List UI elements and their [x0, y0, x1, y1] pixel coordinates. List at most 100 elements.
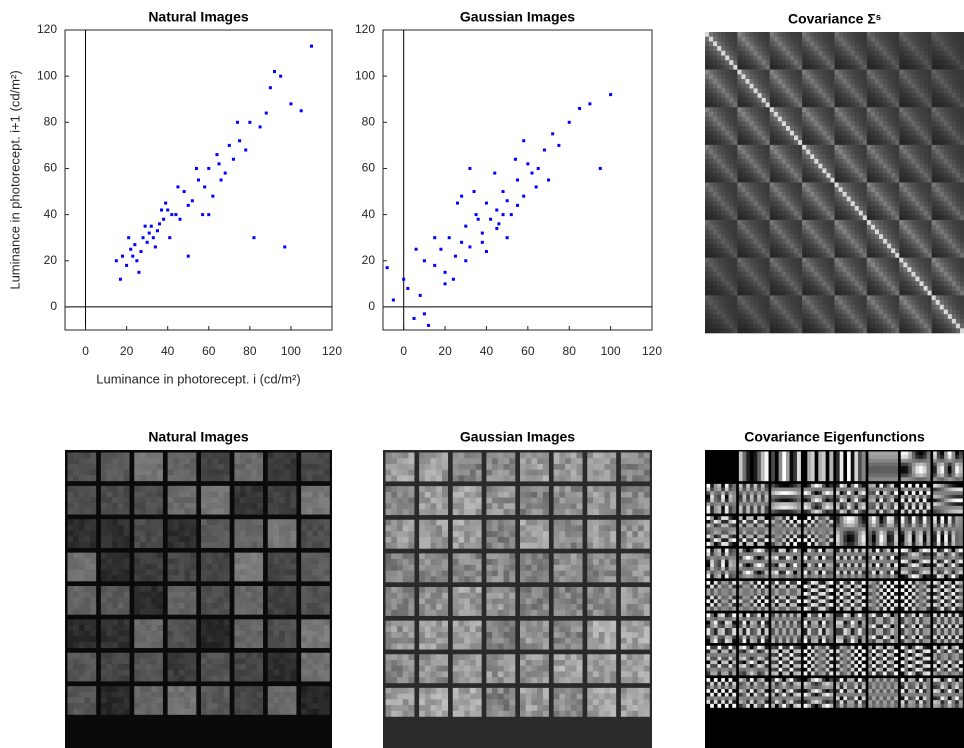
- matrix-cell: [854, 309, 860, 315]
- matrix-cell: [923, 187, 928, 193]
- matrix-cell: [842, 234, 847, 240]
- matrix-cell: [781, 102, 787, 108]
- matrix-cell: [733, 111, 738, 117]
- matrix-cell: [907, 130, 912, 136]
- matrix-cell: [923, 318, 928, 324]
- patch-pixel: [234, 485, 241, 492]
- matrix-cell: [923, 69, 928, 75]
- matrix-cell: [818, 177, 823, 183]
- matrix-cell: [830, 285, 835, 291]
- matrix-cell: [709, 163, 714, 169]
- matrix-cell: [959, 271, 964, 277]
- patch-pixel: [245, 536, 252, 543]
- matrix-cell: [749, 121, 754, 127]
- patch-pixel: [323, 485, 330, 492]
- patch-pixel: [251, 519, 258, 526]
- matrix-cell: [854, 149, 860, 155]
- matrix-cell: [789, 267, 795, 273]
- matrix-cell: [721, 267, 726, 273]
- matrix-cell: [705, 215, 710, 221]
- matrix-cell: [737, 210, 742, 216]
- patch-pixel: [184, 502, 191, 509]
- matrix-cell: [729, 36, 734, 42]
- matrix-cell: [814, 126, 819, 132]
- matrix-cell: [874, 285, 880, 291]
- matrix-cell: [866, 295, 872, 301]
- matrix-cell: [810, 173, 815, 179]
- matrix-cell: [733, 60, 738, 66]
- matrix-cell: [951, 323, 957, 329]
- matrix-cell: [899, 281, 904, 287]
- matrix-cell: [729, 126, 734, 132]
- patch-pixel: [73, 452, 80, 459]
- matrix-cell: [939, 229, 945, 235]
- matrix-cell: [959, 238, 964, 244]
- matrix-cell: [818, 158, 823, 164]
- matrix-cell: [838, 271, 843, 277]
- matrix-cell: [757, 234, 762, 240]
- point: [272, 70, 276, 74]
- patch-pixel: [112, 558, 119, 565]
- matrix-cell: [866, 46, 872, 52]
- matrix-cell: [939, 323, 945, 329]
- matrix-cell: [895, 220, 900, 226]
- matrix-cell: [834, 290, 839, 296]
- matrix-cell: [753, 32, 758, 38]
- matrix-cell: [911, 300, 916, 306]
- matrix-cell: [931, 116, 936, 122]
- matrix-cell: [725, 328, 730, 334]
- matrix-cell: [838, 144, 843, 150]
- point: [145, 240, 149, 244]
- patch-pixel: [151, 541, 158, 548]
- matrix-cell: [911, 158, 916, 164]
- patch-pixel: [190, 463, 197, 470]
- matrix-cell: [737, 46, 742, 52]
- matrix-cell: [781, 173, 787, 179]
- matrix-cell: [798, 248, 803, 254]
- matrix-cell: [858, 116, 864, 122]
- matrix-cell: [951, 210, 957, 216]
- matrix-cell: [879, 121, 884, 127]
- matrix-cell: [713, 191, 718, 197]
- matrix-cell: [866, 234, 872, 240]
- matrix-cell: [923, 206, 928, 212]
- matrix-cell: [822, 220, 827, 226]
- matrix-cell: [850, 328, 856, 334]
- matrix-cell: [883, 229, 888, 235]
- matrix-cell: [862, 173, 868, 179]
- patch-pixel: [151, 508, 158, 515]
- patch-pixel: [167, 475, 174, 482]
- matrix-cell: [959, 69, 964, 75]
- matrix-cell: [818, 97, 823, 103]
- matrix-cell: [959, 304, 964, 310]
- patch-pixel: [306, 469, 313, 476]
- matrix-cell: [842, 32, 847, 38]
- matrix-cell: [907, 262, 912, 268]
- patch-pixel: [78, 502, 85, 509]
- patch-pixel: [134, 458, 141, 465]
- point: [268, 86, 272, 90]
- patch-pixel: [67, 463, 74, 470]
- patch-pixel: [151, 469, 158, 476]
- patch-pixel: [290, 541, 297, 548]
- matrix-cell: [862, 267, 868, 273]
- matrix-cell: [749, 243, 754, 249]
- matrix-cell: [870, 50, 876, 56]
- matrix-cell: [866, 154, 872, 160]
- point: [547, 178, 551, 182]
- matrix-cell: [883, 314, 888, 320]
- matrix-cell: [717, 267, 722, 273]
- patch-pixel: [279, 452, 286, 459]
- matrix-cell: [822, 187, 827, 193]
- matrix-cell: [883, 201, 888, 207]
- matrix-cell: [737, 60, 742, 66]
- matrix-cell: [939, 281, 945, 287]
- matrix-cell: [705, 257, 710, 263]
- matrix-cell: [834, 220, 839, 226]
- matrix-cell: [927, 69, 932, 75]
- matrix-cell: [870, 144, 876, 150]
- matrix-cell: [858, 290, 864, 296]
- matrix-cell: [737, 253, 742, 259]
- point: [464, 224, 468, 228]
- matrix-cell: [870, 201, 876, 207]
